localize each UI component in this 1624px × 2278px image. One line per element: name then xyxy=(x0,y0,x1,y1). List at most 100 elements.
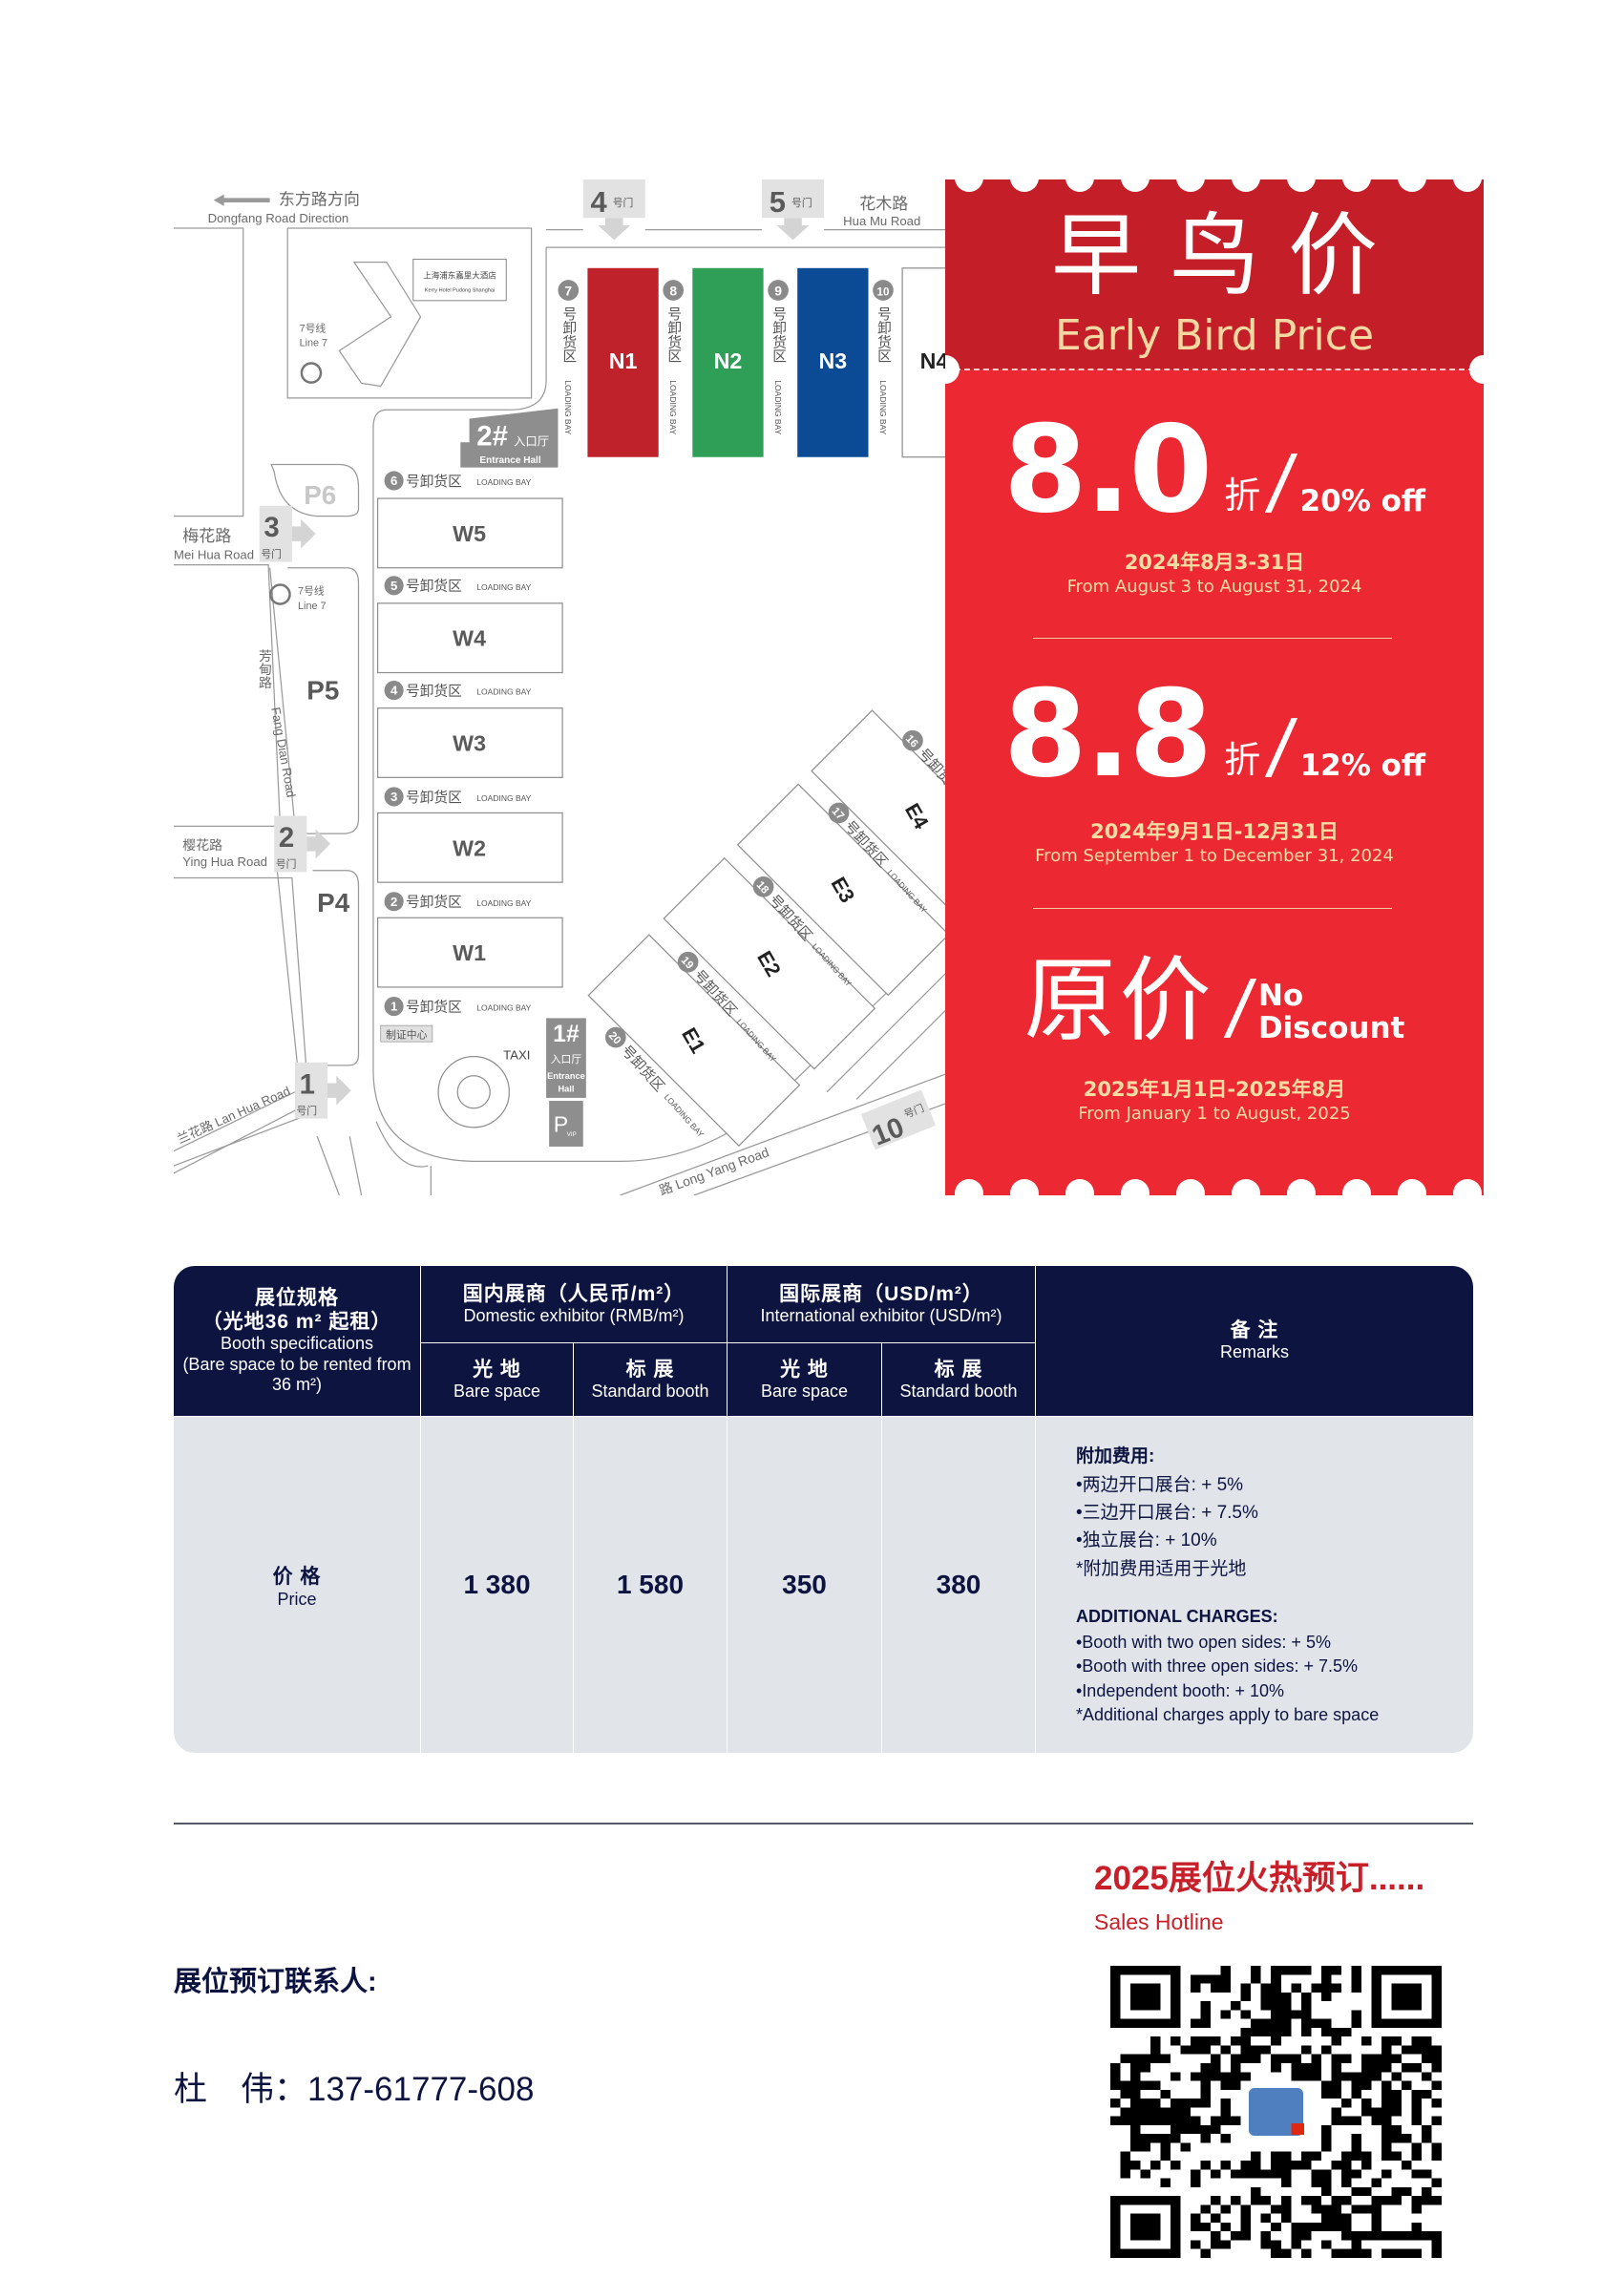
bare-cn: 光 地 xyxy=(473,1358,521,1381)
tier-1-date-en: From August 3 to August 31, 2024 xyxy=(1066,577,1362,598)
scallop xyxy=(1065,1179,1094,1195)
price-table: 展位规格 （光地36 m² 起租） Booth specifications (… xyxy=(174,1266,1473,1753)
scallop xyxy=(1010,179,1039,192)
bay-number: 3 xyxy=(390,790,397,804)
metro-icon xyxy=(300,362,323,384)
contact-label: 展位预订联系人: xyxy=(174,1967,377,1997)
tier-1-unit: 折 xyxy=(1224,476,1261,517)
divider xyxy=(1033,908,1392,909)
header-international: 国际展商（USD/m²） International exhibitor (US… xyxy=(728,1266,1036,1343)
taxi-label: TAXI xyxy=(503,1048,530,1063)
road-line xyxy=(174,1091,303,1174)
spec-cn2: （光地36 m² 起租） xyxy=(201,1311,392,1334)
road-label-meihua-cn: 梅花路 xyxy=(182,527,231,545)
road-label-huamu-cn: 花木路 xyxy=(859,195,908,213)
std-en: Standard booth xyxy=(591,1381,709,1401)
tier-3-value: 原价 xyxy=(1023,947,1215,1054)
header-intl-standard: 标 展 Standard booth xyxy=(882,1343,1036,1417)
price-label: 价 格 Price xyxy=(174,1417,421,1753)
arrow-left-icon xyxy=(213,194,270,206)
bay-number: 4 xyxy=(390,684,398,698)
gate-4: 4 号门 xyxy=(582,179,645,241)
entrance-1-en: Hall xyxy=(558,1085,574,1094)
price-intl-standard: 380 xyxy=(882,1417,1036,1753)
scallop xyxy=(1398,1179,1426,1195)
tier-1: 8.0 折 / 20% off xyxy=(945,399,1484,539)
tier-2: 8.8 折 / 12% off xyxy=(945,664,1484,804)
hall-label: W3 xyxy=(453,731,486,756)
table-row-price: 价 格 Price 1 380 1 580 350 380 附加费用: •两边开… xyxy=(174,1417,1473,1753)
bay-number-badge xyxy=(384,892,404,912)
tier-3-date-cn: 2025年1月1日-2025年8月 xyxy=(1083,1078,1346,1101)
tier-2-date-en: From September 1 to December 31, 2024 xyxy=(1035,846,1394,867)
tier-2-value: 8.8 xyxy=(1003,664,1213,804)
bay-number: 20 xyxy=(606,1029,623,1046)
tier-3-date: 2025年1月1日-2025年8月 From January 1 to Augu… xyxy=(945,1077,1484,1126)
bay-label-cn: 号卸货区 xyxy=(406,999,462,1015)
scallop xyxy=(1453,179,1482,192)
bay-label-cn: 号卸货区 xyxy=(665,306,681,363)
scallop xyxy=(1287,179,1316,192)
gate-number: 2 xyxy=(279,822,294,854)
bay-number-badge xyxy=(828,802,850,824)
entrance-hall-1 xyxy=(546,1018,586,1098)
gate-suffix: 号门 xyxy=(261,547,282,560)
divider xyxy=(1033,638,1392,639)
tier-1-date: 2024年8月3-31日 From August 3 to August 31,… xyxy=(945,550,1484,599)
scallop xyxy=(1469,355,1484,384)
bay-number-badge xyxy=(902,729,923,751)
header-domestic: 国内展商（人民币/m²） Domestic exhibitor (RMB/m²) xyxy=(421,1266,728,1343)
hotel-label-en: Kerry Hotel Pudong Shanghai xyxy=(425,288,495,294)
gate-1: 1 号门 xyxy=(294,1062,351,1119)
bay-label-cn: 号卸货区 xyxy=(406,790,462,806)
early-bird-panel: 早鸟价 Early Bird Price 8.0 折 / 20% off 202… xyxy=(945,179,1484,1195)
arrow-down-icon xyxy=(776,218,810,241)
gate-box xyxy=(274,815,307,873)
entrance-2-en: Entrance Hall xyxy=(479,455,540,466)
hall-E3 xyxy=(736,783,945,997)
hall-label: N2 xyxy=(714,348,743,373)
tier-1-value: 8.0 xyxy=(1003,399,1213,539)
price-en: Price xyxy=(277,1589,317,1609)
gate-suffix: 号门 xyxy=(791,196,812,209)
hall-E4 xyxy=(811,709,945,922)
hall-N4 xyxy=(901,267,945,458)
bay-number: 10 xyxy=(877,285,890,298)
price-domestic-standard: 1 580 xyxy=(574,1417,728,1753)
remarks-en-title: ADDITIONAL CHARGES: xyxy=(1076,1607,1278,1627)
road-line xyxy=(174,564,282,827)
bay-number-badge xyxy=(604,1026,626,1048)
qr-logo-icon xyxy=(1244,2084,1308,2140)
domestic-en: Domestic exhibitor (RMB/m²) xyxy=(463,1305,685,1325)
bay-number-badge xyxy=(558,280,580,301)
price-intl-bare: 350 xyxy=(728,1417,882,1753)
std-cn: 标 展 xyxy=(934,1358,983,1381)
road-line xyxy=(286,227,533,399)
bare-cn: 光 地 xyxy=(780,1358,829,1381)
hall-label: N4 xyxy=(920,348,945,373)
hall-N1 xyxy=(587,267,659,457)
tier-2-off: 12% off xyxy=(1299,749,1425,784)
bay-number-badge xyxy=(663,280,685,301)
tier-1-off: 20% off xyxy=(1299,484,1425,519)
road-label-yinghua-cn: 樱花路 xyxy=(182,837,222,853)
bay-label-en: LOADING BAY xyxy=(773,380,783,434)
qr-code[interactable] xyxy=(1110,1966,1442,2258)
entrance-2-number: 2# xyxy=(476,420,508,452)
road-line xyxy=(375,1121,429,1168)
hall-W5 xyxy=(376,497,563,569)
qr-code-pattern xyxy=(1110,1966,1442,2258)
hall-label: W5 xyxy=(453,521,486,546)
intl-cn: 国际展商（USD/m²） xyxy=(779,1282,983,1305)
metro-label-cn: 7号线 xyxy=(300,321,327,334)
contact-phone[interactable]: 杜 伟：137-61777-608 xyxy=(174,2071,535,2108)
tier-2-unit: 折 xyxy=(1224,741,1261,782)
gate-box xyxy=(762,179,825,219)
gate-suffix: 号门 xyxy=(276,857,297,871)
bay-label-en: LOADING BAY xyxy=(476,477,531,487)
arrow-down-icon xyxy=(598,218,631,241)
remark-item: •三边开口展台: + 7.5% xyxy=(1076,1502,1258,1523)
bay-number-badge xyxy=(384,681,404,701)
